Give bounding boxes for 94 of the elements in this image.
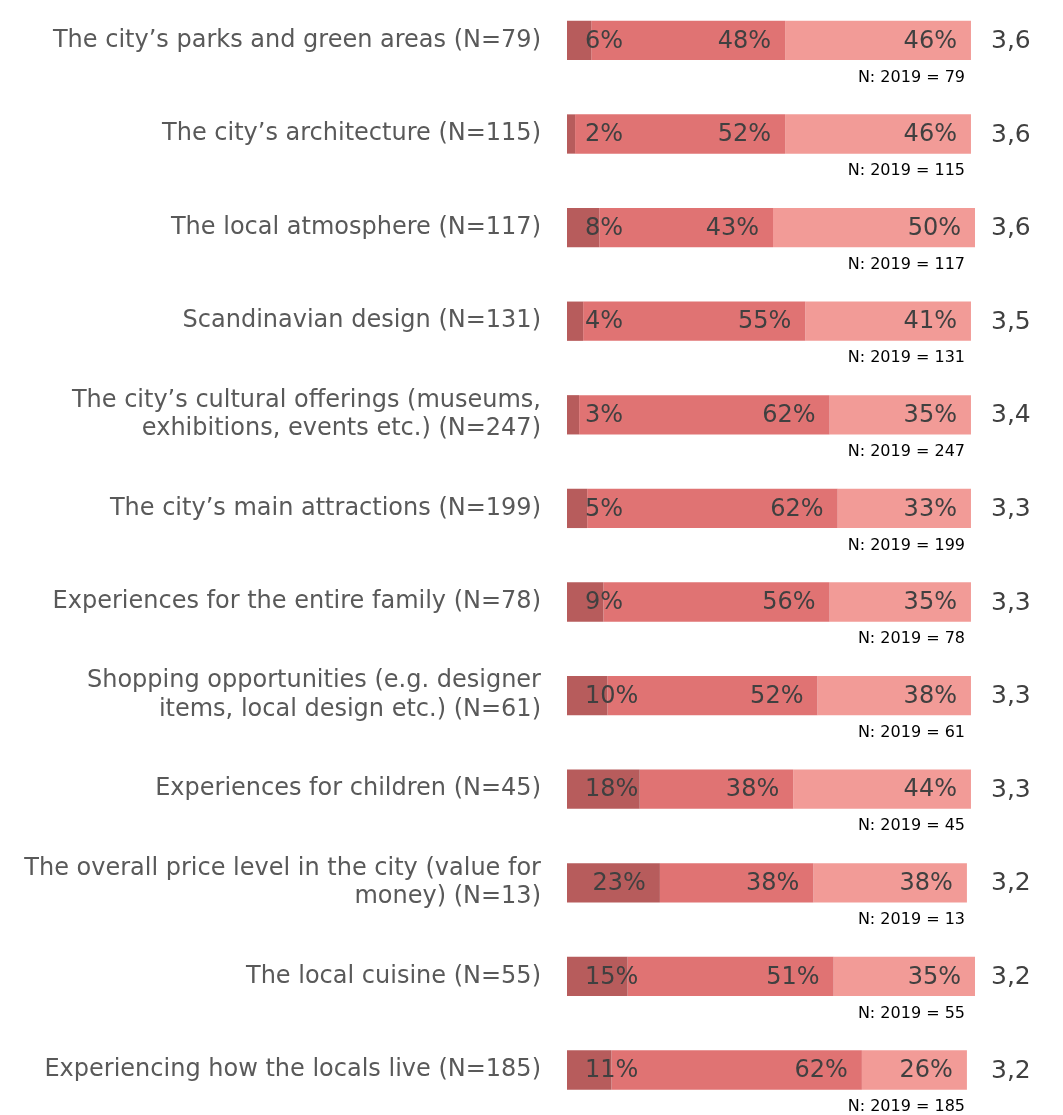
text: 3,2 xyxy=(991,960,1031,990)
annotation: N: 2019 = 115 xyxy=(847,160,965,180)
annotation: N: 2019 = 78 xyxy=(857,628,965,648)
text: 3,3 xyxy=(991,586,1031,616)
data-label: 4% xyxy=(585,306,624,335)
bar xyxy=(829,395,971,435)
text: 3,2 xyxy=(991,867,1031,897)
text: 3,6 xyxy=(991,24,1031,54)
y-tick-label: Scandinavian design (N=131) xyxy=(182,305,541,334)
bar xyxy=(833,956,975,997)
data-label: 15% xyxy=(585,961,639,990)
annotation: N: 2019 = 61 xyxy=(857,721,965,741)
bar xyxy=(837,488,971,529)
annotation: N: 2019 = 13 xyxy=(857,908,965,928)
bar xyxy=(567,301,584,341)
data-label: 8% xyxy=(585,212,624,241)
text: 3,5 xyxy=(991,305,1031,335)
y-tick-label: Shopping opportunities (e.g. designer items, local design etc.) (N=61) xyxy=(86,665,542,723)
data-label: 6% xyxy=(585,25,624,54)
data-label: 26% xyxy=(899,1055,953,1084)
data-label: 23% xyxy=(592,868,646,897)
bar xyxy=(861,1050,967,1090)
data-label: 9% xyxy=(585,587,624,616)
data-label: 46% xyxy=(903,25,957,54)
bar xyxy=(567,114,576,154)
bar xyxy=(829,582,971,622)
annotation: N: 2019 = 79 xyxy=(857,66,965,86)
bar xyxy=(805,301,971,341)
data-label: 10% xyxy=(585,680,639,709)
data-label: 62% xyxy=(794,1055,848,1084)
y-tick-label: The overall price level in the city (value for money) (N=13) xyxy=(23,852,542,910)
data-label: 18% xyxy=(585,774,639,803)
data-label: 35% xyxy=(907,961,961,990)
data-label: 38% xyxy=(903,680,957,709)
data-label: 46% xyxy=(903,119,957,148)
y-tick-label: Experiencing how the locals live (N=185) xyxy=(44,1054,541,1083)
bar xyxy=(659,863,814,903)
data-label: 38% xyxy=(746,868,800,897)
data-label: 52% xyxy=(750,680,804,709)
bar xyxy=(785,20,971,61)
data-label: 41% xyxy=(903,306,957,335)
data-label: 38% xyxy=(725,774,780,803)
y-tick-label: The local atmosphere (N=117) xyxy=(169,211,541,240)
text: 3,3 xyxy=(991,773,1031,803)
text: 3,4 xyxy=(991,399,1031,429)
data-label: 2% xyxy=(585,119,624,148)
y-tick-label: Experiences for children (N=45) xyxy=(155,773,541,802)
annotation: N: 2019 = 247 xyxy=(847,440,965,460)
data-label: 55% xyxy=(737,306,792,335)
y-tick-label: The city’s main attractions (N=199) xyxy=(108,492,541,521)
bar xyxy=(793,769,971,809)
data-label: 51% xyxy=(766,961,820,990)
annotation: N: 2019 = 55 xyxy=(857,1002,965,1022)
data-label: 44% xyxy=(903,774,957,803)
data-label: 35% xyxy=(903,587,957,616)
data-label: 62% xyxy=(770,493,824,522)
data-label: 62% xyxy=(762,400,816,429)
data-label: 11% xyxy=(585,1055,639,1084)
bar xyxy=(575,114,786,154)
text: 3,3 xyxy=(991,492,1031,522)
bar xyxy=(579,395,830,435)
data-label: 33% xyxy=(903,493,957,522)
data-label: 3% xyxy=(585,400,624,429)
bar xyxy=(639,769,794,809)
data-label: 35% xyxy=(903,400,957,429)
bar xyxy=(785,114,971,154)
text: 3,6 xyxy=(991,212,1031,242)
data-label: 48% xyxy=(717,25,772,54)
data-label: 56% xyxy=(762,587,816,616)
y-tick-label: The city’s architecture (N=115) xyxy=(161,118,541,147)
bar xyxy=(813,863,967,903)
annotation: N: 2019 = 117 xyxy=(847,253,965,273)
bar xyxy=(587,488,838,529)
text: 3,3 xyxy=(991,680,1031,710)
data-label: 50% xyxy=(907,212,961,241)
bar xyxy=(567,488,588,529)
annotation: N: 2019 = 45 xyxy=(857,815,965,835)
bar xyxy=(773,207,975,248)
y-tick-label: The city’s cultural offerings (museums, exhibitions, events etc.) (N=247) xyxy=(70,384,541,442)
text: 3,2 xyxy=(991,1054,1031,1084)
annotation: N: 2019 = 185 xyxy=(847,1096,965,1115)
data-label: 38% xyxy=(899,868,953,897)
annotation: N: 2019 = 199 xyxy=(847,534,965,554)
y-tick-label: Experiences for the entire family (N=78) xyxy=(52,586,541,615)
annotation: N: 2019 = 131 xyxy=(847,347,965,367)
text: 3,6 xyxy=(991,118,1031,148)
bar xyxy=(567,395,580,435)
y-tick-label: The city’s parks and green areas (N=79) xyxy=(51,24,541,53)
y-tick-label: The local cuisine (N=55) xyxy=(245,960,541,989)
bar xyxy=(817,675,971,716)
data-label: 52% xyxy=(717,119,772,148)
bar xyxy=(583,301,806,341)
data-label: 43% xyxy=(705,212,760,241)
data-label: 5% xyxy=(585,493,624,522)
